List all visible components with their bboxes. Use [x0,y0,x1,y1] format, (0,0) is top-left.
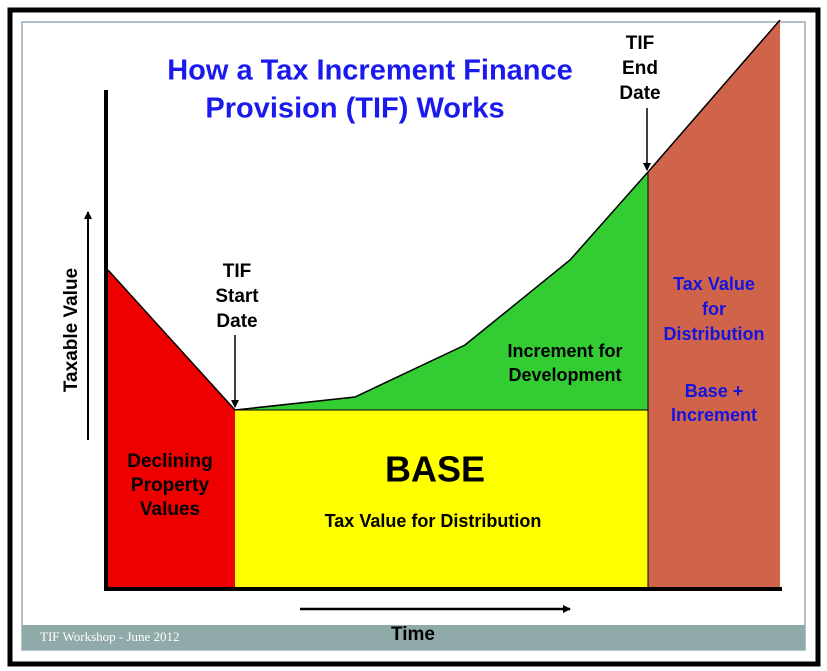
marker-text: Start [215,286,259,307]
region-label: Increment [671,405,757,425]
marker-text: Date [619,83,660,104]
base-region [235,410,648,588]
region-label: Declining [127,451,213,472]
region-label: Increment for [507,341,622,361]
region-label: Distribution [664,324,765,344]
end-marker: TIF End Date [619,33,661,171]
marker-text: Date [216,311,257,332]
region-label: Property [131,475,210,496]
region-label: Base + [685,381,744,401]
marker-text: End [622,58,658,79]
start-marker: TIF Start Date [215,261,259,408]
distribution-region [648,20,780,588]
title: How a Tax Increment Finance [167,55,573,87]
marker-text: TIF [223,261,252,282]
base-title: BASE [385,449,485,490]
x-axis-label: Time [391,624,435,645]
region-label: Tax Value [673,274,755,294]
region-label: Development [508,365,621,385]
footer-text: TIF Workshop - June 2012 [40,629,180,644]
title: Provision (TIF) Works [205,93,504,125]
region-label: Values [140,499,200,520]
marker-text: TIF [626,33,655,54]
region-label: for [702,299,726,319]
base-subtitle: Tax Value for Distribution [325,511,542,531]
declining-region [108,270,235,588]
y-axis-label: Taxable Value [61,268,82,392]
increment-region [235,172,648,410]
footer-bar [22,625,805,650]
